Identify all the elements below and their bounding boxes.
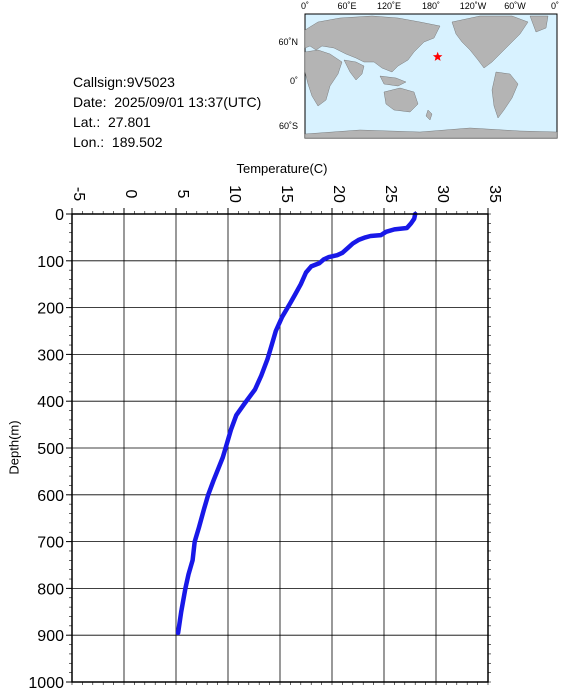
map-lon-label: 120˚W — [460, 1, 487, 11]
x-tick-label: 30 — [434, 185, 451, 203]
temperature-profile-line — [175, 211, 418, 636]
map-lon-label: 0˚ — [551, 1, 559, 11]
land-north-america — [451, 15, 529, 69]
map-lat-labels: 60˚N 0˚ 60˚S — [278, 37, 298, 131]
y-tick-labels: 0 100 200 300 400 500 600 700 800 900 1000 — [28, 207, 491, 690]
date-text: Date: 2025/09/01 13:37(UTC) — [73, 94, 262, 110]
x-tick-label: 15 — [278, 185, 295, 203]
location-map: 0˚ 60˚E 120˚E 180˚ 120˚W 60˚W 0˚ 60˚N 0˚… — [278, 1, 559, 139]
land-eurasia — [304, 15, 441, 73]
float-position-marker — [432, 51, 443, 61]
x-tick-labels: -5 0 5 10 15 20 25 30 35 — [70, 185, 503, 685]
y-tick-label: 1000 — [28, 675, 64, 690]
x-tick-label: 25 — [382, 185, 399, 203]
map-lon-label: 60˚E — [337, 1, 356, 11]
map-land — [304, 15, 558, 139]
x-tick-label: 5 — [174, 190, 191, 199]
land-australia — [383, 87, 419, 113]
y-tick-label: 800 — [37, 581, 64, 598]
float-info: Callsign:9V5023 Date: 2025/09/01 13:37(U… — [73, 72, 261, 152]
map-lat-label: 60˚N — [278, 37, 298, 47]
land-africa — [304, 49, 343, 107]
x-axis-title: Temperature(C) — [236, 161, 328, 176]
x-tick-label: -5 — [70, 187, 87, 201]
y-tick-label: 500 — [37, 441, 64, 458]
map-lat-label: 0˚ — [290, 76, 298, 86]
land-south-america — [491, 71, 519, 119]
map-lon-labels: 0˚ 60˚E 120˚E 180˚ 120˚W 60˚W 0˚ — [301, 1, 559, 11]
y-tick-label: 100 — [37, 254, 64, 271]
y-tick-label: 700 — [37, 535, 64, 552]
y-tick-label: 300 — [37, 347, 64, 364]
y-tick-label: 900 — [37, 628, 64, 645]
land-indonesia — [379, 75, 407, 87]
map-lon-label: 60˚W — [504, 1, 526, 11]
chart-grid — [71, 213, 489, 683]
land-nz — [425, 109, 433, 121]
lat-text: Lat.: 27.801 — [73, 114, 151, 130]
x-tick-label: 0 — [122, 190, 139, 199]
map-lon-label: 0˚ — [301, 1, 309, 11]
chart-series — [175, 211, 418, 636]
y-tick-label: 200 — [37, 301, 64, 318]
map-lat-label: 60˚S — [279, 121, 298, 131]
map-lon-label: 180˚ — [422, 1, 440, 11]
x-tick-label: 35 — [486, 185, 503, 203]
plot-frame — [71, 213, 489, 683]
x-tick-label: 20 — [330, 185, 347, 203]
land-india — [343, 59, 365, 81]
marker-star — [432, 51, 443, 61]
land-antarctica — [304, 127, 558, 139]
temperature-profile-chart: -5 0 5 10 15 20 25 30 35 0 100 200 300 400 500 600 700 8… — [28, 185, 503, 690]
x-tick-label: 10 — [226, 185, 243, 203]
y-tick-label: 0 — [55, 207, 64, 224]
y-tick-label: 400 — [37, 394, 64, 411]
map-lon-label: 120˚E — [377, 1, 401, 11]
callsign-text: Callsign:9V5023 — [73, 74, 175, 90]
y-tick-label: 600 — [37, 488, 64, 505]
lon-text: Lon.: 189.502 — [73, 134, 163, 150]
land-greenland — [529, 15, 549, 33]
